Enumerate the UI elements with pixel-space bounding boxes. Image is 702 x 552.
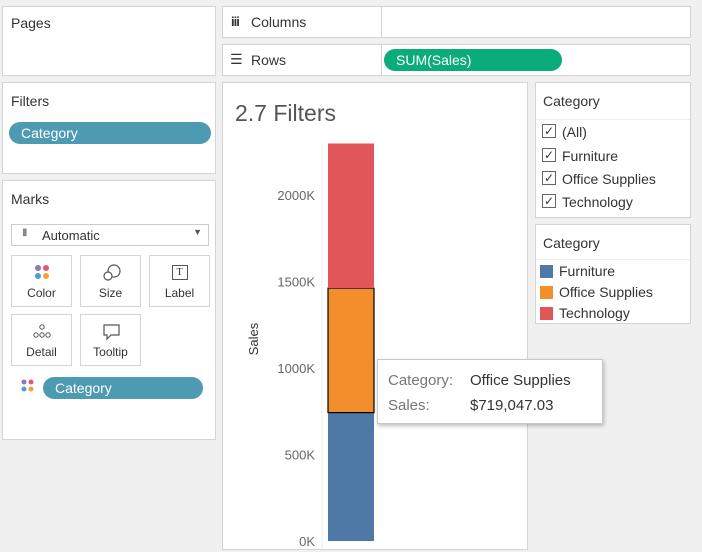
size-button[interactable]: Size xyxy=(80,255,141,307)
filter-item-technology[interactable]: ✓ Technology xyxy=(542,194,633,210)
checkbox-icon[interactable]: ✓ xyxy=(542,171,556,186)
category-filter-pill[interactable]: Category xyxy=(9,122,211,144)
rows-icon: ☰ xyxy=(230,51,243,67)
tooltip-value-category: Office Supplies xyxy=(470,372,571,389)
color-swatch xyxy=(540,285,553,299)
tooltip-value-sales: $719,047.03 xyxy=(470,397,554,414)
color-swatch xyxy=(540,264,553,278)
columns-drop-area[interactable] xyxy=(381,7,382,37)
legend-item-technology[interactable]: Technology xyxy=(540,304,630,322)
label-button-label: Label xyxy=(164,286,195,300)
checkbox-icon[interactable]: ✓ xyxy=(542,148,556,163)
tooltip-icon xyxy=(103,324,120,341)
marks-title: Marks xyxy=(11,191,50,207)
tooltip-button-label: Tooltip xyxy=(93,345,128,359)
sheet-title: 2.7 Filters xyxy=(235,100,336,126)
checkbox-icon[interactable]: ✓ xyxy=(542,194,556,209)
legend-item-office-supplies[interactable]: Office Supplies xyxy=(540,283,653,301)
tooltip-key-sales: Sales: xyxy=(388,397,430,414)
worksheet-view: 2.7 Filters 0K 500K 1000K 1500K 2000K Sales xyxy=(222,82,528,550)
mark-type-dropdown[interactable]: ▮ Automatic ▼ xyxy=(11,224,209,246)
checkbox-icon[interactable]: ✓ xyxy=(542,124,556,139)
marks-panel: Marks ▮ Automatic ▼ Color Size T Label D… xyxy=(2,180,216,440)
y-tick-label: 1500K xyxy=(277,274,315,289)
tooltip-button[interactable]: Tooltip xyxy=(80,314,141,366)
filter-item-office-supplies[interactable]: ✓ Office Supplies xyxy=(542,171,656,187)
stacked-bar-chart: 0K 500K 1000K 1500K 2000K Sales xyxy=(246,143,375,549)
bar-segment-furniture[interactable] xyxy=(328,412,374,541)
category-filter-card: Category ✓ (All) ✓ Furniture ✓ Office Suppl… xyxy=(535,82,691,218)
label-button[interactable]: T Label xyxy=(149,255,210,307)
color-dots-icon xyxy=(35,265,49,279)
filters-panel: Filters Category xyxy=(2,82,216,174)
filters-title: Filters xyxy=(11,93,50,109)
pages-title: Pages xyxy=(11,15,51,31)
pages-panel: Pages xyxy=(2,6,216,76)
hover-tooltip: Category: Office Supplies Sales: $719,04… xyxy=(377,359,603,424)
legend-card-title: Category xyxy=(543,235,600,251)
tooltip-key-category: Category: xyxy=(388,372,454,389)
detail-button[interactable]: Detail xyxy=(11,314,72,366)
y-tick-label: 500K xyxy=(285,447,316,462)
detail-button-label: Detail xyxy=(26,345,57,359)
color-dots-icon xyxy=(21,379,34,392)
y-axis-title: Sales xyxy=(246,322,261,355)
columns-label: Columns xyxy=(251,14,307,30)
category-color-pill[interactable]: Category xyxy=(43,377,203,399)
filter-card-title: Category xyxy=(543,93,600,109)
rows-label: Rows xyxy=(251,52,287,68)
y-tick-label: 1000K xyxy=(277,361,315,376)
size-button-label: Size xyxy=(98,286,123,300)
color-swatch xyxy=(540,306,553,320)
rows-shelf[interactable]: ☰ Rows SUM(Sales) xyxy=(222,44,691,76)
y-tick-label: 0K xyxy=(299,534,315,549)
color-button[interactable]: Color xyxy=(11,255,72,307)
bar-segment-office-supplies[interactable] xyxy=(327,287,375,414)
bar-chart-icon: ▮ xyxy=(22,227,28,238)
bar-segment-technology[interactable] xyxy=(328,143,374,289)
sum-sales-pill[interactable]: SUM(Sales) xyxy=(384,49,562,71)
y-tick-label: 2000K xyxy=(277,188,315,203)
columns-shelf[interactable]: iii Columns xyxy=(222,6,691,38)
chevron-down-icon: ▼ xyxy=(193,227,202,237)
mark-type-value: Automatic xyxy=(42,228,100,243)
label-icon: T xyxy=(171,265,188,280)
filter-item-all[interactable]: ✓ (All) xyxy=(542,124,587,140)
detail-icon xyxy=(33,324,51,338)
legend-item-furniture[interactable]: Furniture xyxy=(540,262,615,280)
category-legend-card: Category Furniture Office Supplies Techn… xyxy=(535,224,691,324)
size-icon xyxy=(103,264,121,281)
columns-icon: iii xyxy=(231,14,240,29)
color-button-label: Color xyxy=(27,286,56,300)
filter-item-furniture[interactable]: ✓ Furniture xyxy=(542,148,619,164)
